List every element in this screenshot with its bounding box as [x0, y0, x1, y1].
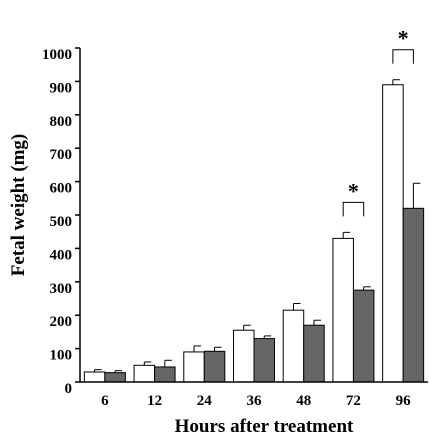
- y-tick-label: 300: [50, 281, 73, 297]
- significance-bracket: [342, 201, 365, 217]
- bar-series-1: [133, 364, 156, 383]
- error-bars: [94, 79, 421, 373]
- bar-series-1: [282, 309, 305, 383]
- x-axis-ticks: 6 12 24 36 48 72 96: [101, 393, 411, 409]
- y-tick-label: 700: [50, 147, 73, 163]
- bar-series-2: [104, 372, 126, 383]
- bar-series-1: [83, 371, 106, 383]
- y-tick-label: 900: [50, 80, 73, 96]
- x-tick-label: 12: [147, 393, 162, 409]
- bar-series-1: [332, 237, 354, 383]
- bar-series-1: [183, 351, 205, 383]
- y-tick-label: 200: [50, 314, 73, 330]
- x-tick-label: 24: [197, 393, 213, 409]
- bar-series-2: [402, 207, 425, 383]
- y-tick-label: 100: [50, 348, 73, 364]
- y-tick-label: 600: [50, 181, 73, 197]
- bar-series-2: [253, 338, 275, 383]
- y-tick-label: 1000: [42, 47, 72, 63]
- bar-series-2: [303, 324, 325, 383]
- bar-series-2: [154, 366, 176, 383]
- bar-series-2: [352, 289, 375, 383]
- x-tick-label: 96: [396, 393, 412, 409]
- bar-series-1: [233, 329, 255, 383]
- y-axis-title: Fetal weight (mg): [8, 134, 29, 276]
- y-tick-label: 800: [50, 114, 73, 130]
- significance-markers: **: [342, 26, 414, 217]
- y-tick-label: 400: [50, 247, 73, 263]
- significance-bracket: [392, 49, 414, 64]
- y-tick-label: 500: [50, 214, 73, 230]
- x-tick-label: 48: [296, 393, 311, 409]
- bars: [83, 84, 425, 383]
- y-tick-label: 0: [65, 381, 73, 397]
- y-axis-ticks: 0 100 200 300 400 500 600 700 800 900 1000: [42, 47, 80, 397]
- bar-series-2: [203, 350, 226, 383]
- x-axis-title: Hours after treatment: [175, 416, 354, 437]
- significance-star: *: [398, 26, 409, 51]
- x-tick-label: 36: [247, 393, 263, 409]
- significance-star: *: [348, 178, 359, 203]
- bar-series-1: [382, 84, 404, 383]
- x-tick-label: 6: [101, 393, 109, 409]
- x-tick-label: 72: [346, 393, 361, 409]
